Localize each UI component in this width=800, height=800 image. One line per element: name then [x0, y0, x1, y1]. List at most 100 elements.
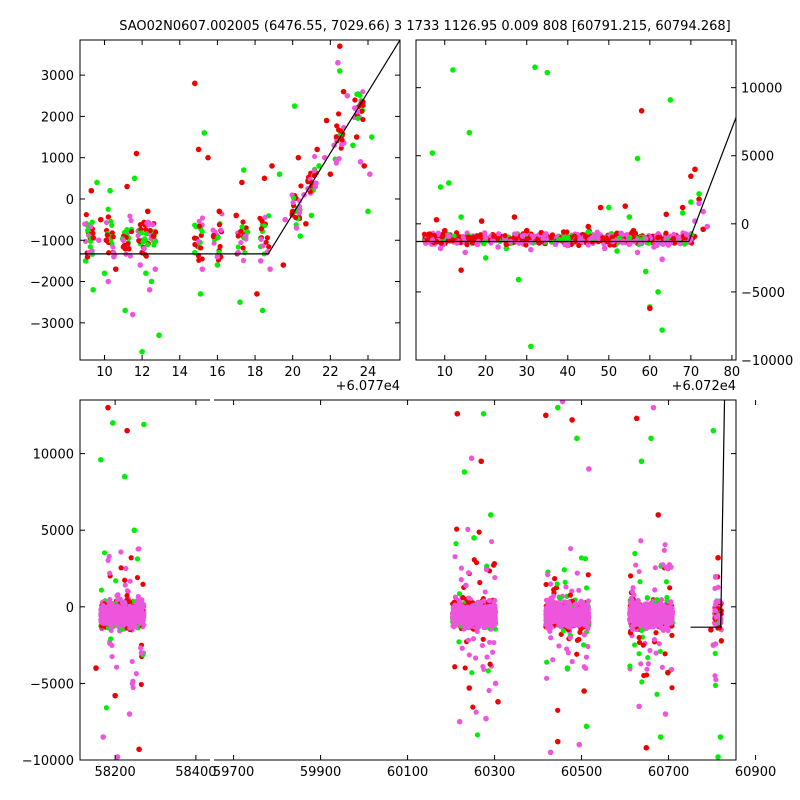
cloud-point — [490, 617, 496, 623]
cloud-point — [574, 651, 580, 657]
cloud-point — [435, 230, 441, 236]
cloud-point — [122, 582, 128, 588]
data-point-red — [523, 227, 530, 234]
data-point-green — [446, 180, 452, 186]
data-point-green — [90, 287, 96, 293]
cloud-point — [585, 606, 591, 612]
cloud-point — [210, 233, 217, 240]
cloud-point — [458, 565, 465, 571]
x-tick-label: 50 — [601, 365, 618, 380]
cloud-point — [238, 228, 244, 234]
data-point-magenta — [137, 262, 144, 268]
cloud-point — [567, 635, 573, 641]
data-point-green — [626, 214, 633, 220]
cloud-point — [138, 230, 144, 236]
cloud-point — [578, 555, 585, 561]
cloud-point — [544, 659, 550, 665]
cloud-point — [109, 602, 116, 608]
cloud-point — [452, 664, 458, 670]
data-point-red — [323, 117, 330, 124]
data-point-magenta — [344, 92, 351, 99]
cloud-point — [127, 599, 133, 605]
cloud-point — [126, 609, 133, 615]
y-tick-label: 10000 — [741, 82, 782, 97]
cloud-point — [545, 615, 551, 622]
cloud-point — [240, 257, 247, 264]
cloud-point — [118, 565, 124, 571]
cloud-point — [312, 153, 318, 160]
cloud-point — [659, 664, 665, 670]
cloud-point — [548, 635, 554, 641]
cloud-point — [561, 234, 567, 240]
data-point-magenta — [129, 311, 136, 318]
cloud-point — [484, 654, 490, 660]
cloud-point — [199, 229, 205, 235]
cloud-point — [653, 630, 659, 636]
cloud-point — [478, 600, 484, 606]
cloud-point — [216, 222, 222, 228]
cloud-point — [122, 577, 128, 583]
cloud-point — [668, 600, 674, 606]
cloud-point — [647, 647, 653, 654]
cloud-point — [452, 554, 458, 560]
cloud-point — [557, 595, 563, 601]
data-point-red — [314, 146, 320, 153]
data-point-green — [297, 233, 304, 239]
y-tick-label: −5000 — [741, 286, 785, 301]
data-point-magenta — [267, 266, 273, 272]
cloud-point — [217, 243, 223, 250]
cloud-point — [132, 623, 138, 629]
y-tick-label: 0 — [66, 193, 74, 208]
cloud-point — [636, 651, 642, 657]
cloud-point — [235, 244, 241, 250]
cloud-point — [620, 238, 626, 244]
cloud-point — [453, 541, 459, 547]
cloud-point — [569, 658, 575, 665]
cloud-point — [470, 613, 477, 619]
cloud-point — [240, 245, 246, 251]
cloud-point — [574, 619, 580, 626]
data-point-magenta — [282, 216, 288, 223]
cloud-point — [492, 574, 498, 581]
plot-frame — [415, 39, 737, 361]
cloud-point — [104, 613, 110, 619]
cloud-point — [258, 236, 264, 242]
cloud-point — [572, 608, 578, 614]
figure-title: SAO02N0607.002005 (6476.55, 7029.66) 3 1… — [119, 19, 731, 34]
cloud-point — [583, 665, 589, 671]
x-offset-label: +6.072e4 — [672, 379, 736, 394]
x-tick-label: 16 — [209, 365, 226, 380]
cloud-point — [560, 615, 566, 621]
data-point-green — [429, 150, 436, 156]
cloud-point — [645, 655, 651, 661]
cloud-point — [152, 239, 159, 245]
cloud-point — [645, 661, 651, 667]
cloud-point — [663, 230, 669, 236]
cloud-point — [297, 198, 303, 204]
data-point-red — [124, 183, 130, 190]
cloud-point — [108, 615, 115, 622]
cloud-point — [660, 562, 666, 568]
cloud-point — [455, 620, 461, 626]
cloud-point — [466, 652, 472, 658]
cloud-point — [644, 601, 650, 607]
data-point-green — [122, 307, 128, 314]
data-point-red — [441, 227, 448, 234]
cloud-point — [546, 604, 553, 610]
cloud-point — [628, 573, 634, 579]
data-point-magenta — [235, 249, 241, 256]
data-point-magenta — [312, 183, 319, 190]
cloud-point — [145, 219, 151, 225]
cloud-point — [585, 615, 592, 621]
cloud-point — [671, 231, 677, 237]
cloud-point — [639, 627, 645, 634]
cloud-point — [191, 235, 198, 241]
data-point-red — [696, 196, 702, 203]
data-point-green — [240, 167, 247, 173]
data-point-magenta — [659, 256, 665, 263]
cloud-point — [583, 654, 590, 660]
cloud-point — [103, 219, 110, 226]
cloud-point — [82, 238, 89, 244]
cloud-point — [439, 234, 445, 240]
data-point-red — [361, 163, 368, 169]
